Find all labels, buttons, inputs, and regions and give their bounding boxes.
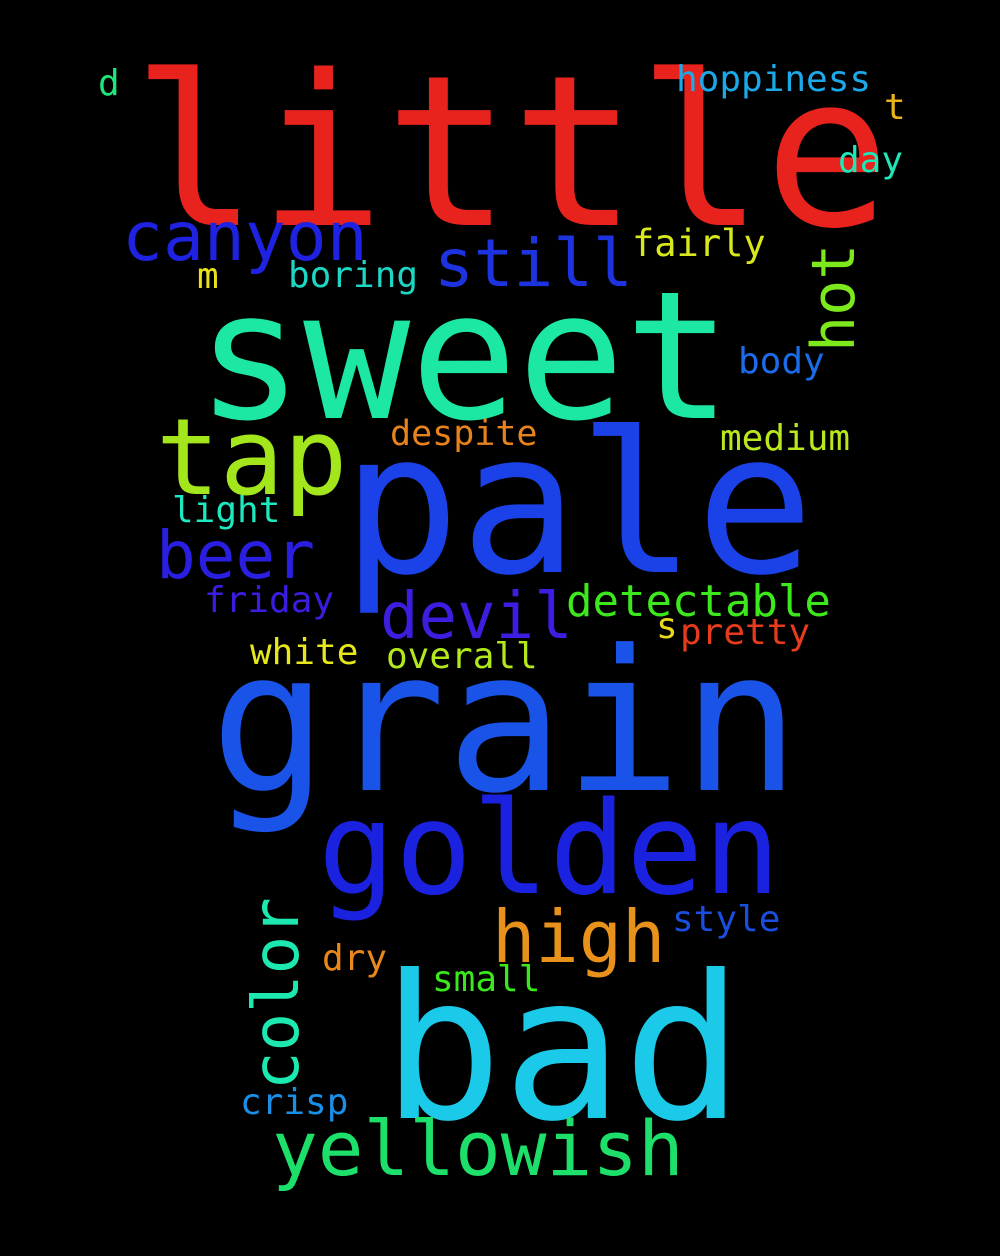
word-still: still <box>434 225 633 302</box>
word-bad: bad <box>382 933 743 1166</box>
word-hoppiness: hoppiness <box>676 59 871 100</box>
word-t: t <box>884 87 906 128</box>
word-sweet: sweet <box>196 253 732 460</box>
word-d: d <box>98 63 120 104</box>
word-style: style <box>672 899 780 940</box>
word-hot: hot <box>799 244 869 352</box>
word-canyon: canyon <box>122 198 368 277</box>
word-small: small <box>432 959 540 1000</box>
word-color: color <box>240 897 314 1090</box>
word-devil: devil <box>380 580 573 654</box>
word-friday: friday <box>204 580 334 621</box>
word-pretty: pretty <box>680 612 810 653</box>
word-white: white <box>250 632 358 673</box>
word-medium: medium <box>720 418 850 459</box>
word-day: day <box>838 140 903 181</box>
word-detectable: detectable <box>566 576 831 627</box>
word-tap: tap <box>156 396 347 519</box>
word-fairly: fairly <box>632 222 766 265</box>
word-dry: dry <box>322 938 387 979</box>
word-high: high <box>492 895 665 979</box>
word-golden: golden <box>318 775 780 924</box>
word-boring: boring <box>288 255 418 296</box>
word-body: body <box>738 341 825 382</box>
word-m: m <box>197 256 219 297</box>
word-little: little <box>132 30 891 275</box>
word-pale: pale <box>342 391 814 619</box>
word-s: s <box>656 606 678 647</box>
word-despite: despite <box>390 414 538 454</box>
word-crisp: crisp <box>240 1082 348 1123</box>
word-light: light <box>172 490 280 531</box>
word-beer: beer <box>156 517 315 594</box>
word-yellowish: yellowish <box>272 1104 684 1193</box>
word-overall: overall <box>386 636 538 677</box>
word-grain: grain <box>210 609 800 837</box>
